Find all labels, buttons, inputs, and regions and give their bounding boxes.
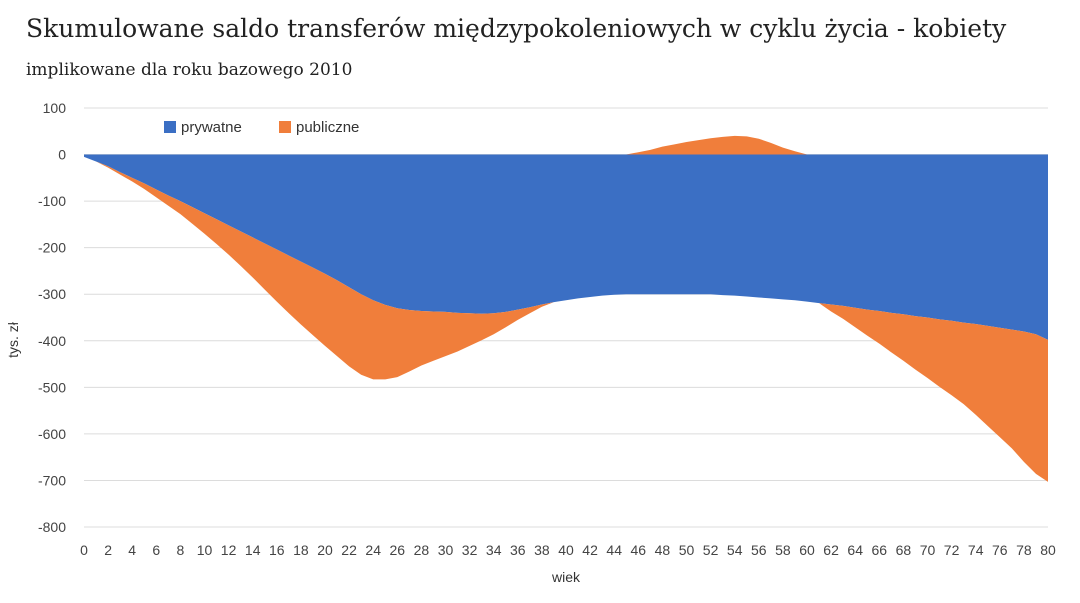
x-tick-label: 40 (558, 542, 574, 558)
x-tick-label: 20 (317, 542, 333, 558)
y-tick-label: -100 (38, 193, 66, 209)
y-tick-label: -200 (38, 240, 66, 256)
x-tick-label: 70 (920, 542, 936, 558)
x-tick-label: 64 (847, 542, 863, 558)
series-areas (84, 135, 1048, 482)
x-tick-label: 38 (534, 542, 550, 558)
series-area-prywatne (84, 154, 1048, 340)
y-tick-label: -300 (38, 286, 66, 302)
legend-label: publiczne (296, 119, 359, 136)
x-tick-label: 6 (152, 542, 160, 558)
y-axis-title: tys. zł (5, 321, 21, 358)
x-tick-label: 52 (703, 542, 719, 558)
x-tick-label: 50 (679, 542, 695, 558)
x-tick-label: 68 (896, 542, 912, 558)
x-tick-label: 72 (944, 542, 960, 558)
x-tick-label: 74 (968, 542, 984, 558)
y-tick-label: -600 (38, 426, 66, 442)
y-tick-label: 0 (58, 147, 66, 163)
x-axis-title: wiek (551, 569, 581, 585)
y-tick-label: -400 (38, 333, 66, 349)
x-tick-label: 44 (606, 542, 622, 558)
x-tick-label: 8 (177, 542, 185, 558)
x-tick-label: 10 (197, 542, 213, 558)
x-tick-label: 30 (438, 542, 454, 558)
x-tick-label: 76 (992, 542, 1008, 558)
x-tick-label: 14 (245, 542, 261, 558)
x-tick-label: 66 (872, 542, 888, 558)
x-tick-label: 48 (655, 542, 671, 558)
x-tick-label: 32 (462, 542, 478, 558)
x-tick-labels: 0 2 4 6 8 10 12 14 16 18 20 22 24 26 28 30 32 34 36 38 40 42 4… (80, 542, 1056, 558)
x-tick-label: 56 (751, 542, 767, 558)
legend-label: prywatne (181, 119, 242, 136)
y-tick-label: -700 (38, 472, 66, 488)
x-tick-label: 12 (221, 542, 237, 558)
y-tick-label: 100 (43, 100, 67, 116)
x-tick-label: 28 (414, 542, 430, 558)
x-tick-label: 4 (128, 542, 136, 558)
x-tick-label: 58 (775, 542, 791, 558)
x-tick-label: 80 (1040, 542, 1056, 558)
x-tick-label: 54 (727, 542, 743, 558)
x-tick-label: 34 (486, 542, 502, 558)
x-tick-label: 18 (293, 542, 309, 558)
gridlines (84, 107, 1048, 528)
series-area-publiczne-positive (84, 135, 1048, 155)
x-tick-label: 2 (104, 542, 112, 558)
x-tick-label: 78 (1016, 542, 1032, 558)
x-tick-label: 36 (510, 542, 526, 558)
x-tick-label: 22 (341, 542, 357, 558)
y-tick-label: -500 (38, 379, 66, 395)
legend-swatch (164, 121, 176, 133)
series-area-publiczne-negative (84, 156, 1048, 482)
x-tick-label: 16 (269, 542, 285, 558)
x-tick-label: 0 (80, 542, 88, 558)
x-tick-label: 62 (823, 542, 839, 558)
x-tick-label: 26 (390, 542, 406, 558)
legend-swatch (279, 121, 291, 133)
legend: prywatne publiczne (164, 119, 359, 136)
chart-title: Skumulowane saldo transferów międzypokol… (26, 14, 1007, 43)
x-tick-label: 24 (365, 542, 381, 558)
x-tick-label: 42 (582, 542, 598, 558)
x-tick-label: 46 (631, 542, 647, 558)
chart-subtitle: implikowane dla roku bazowego 2010 (26, 60, 353, 80)
y-tick-label: -800 (38, 519, 66, 535)
x-tick-label: 60 (799, 542, 815, 558)
y-tick-labels: 100 0 -100 -200 -300 -400 -500 -600 -700 -800 (38, 100, 66, 535)
